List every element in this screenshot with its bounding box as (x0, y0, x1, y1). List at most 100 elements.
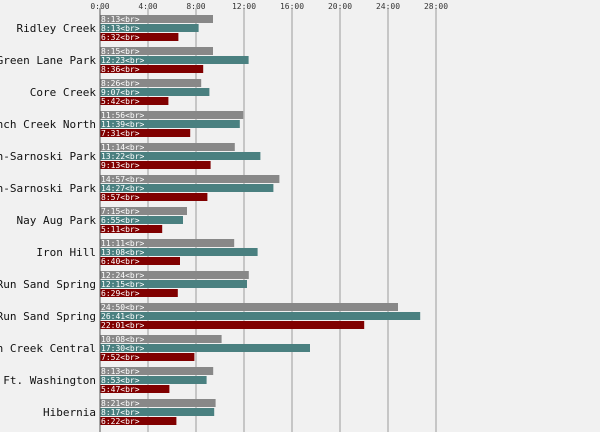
bar (100, 367, 214, 375)
x-tick-label: 16:00 (280, 2, 304, 11)
bar (100, 239, 235, 247)
bar (100, 417, 177, 425)
x-tick-label: 8:00 (186, 2, 205, 11)
bar (100, 88, 210, 96)
x-tick-label: 24:00 (376, 2, 400, 11)
bar (100, 97, 169, 105)
bar-value-label: 8:13<br> (101, 15, 140, 24)
bar (100, 408, 215, 416)
bar (100, 129, 191, 137)
bar-value-label: 14:57<br> (101, 175, 145, 184)
bar (100, 385, 170, 393)
bar-value-label: 5:47<br> (101, 385, 140, 394)
bar-value-label: 6:55<br> (101, 216, 140, 225)
bar (100, 335, 222, 343)
bar (100, 175, 280, 183)
category-label: French Creek Central (0, 342, 96, 355)
bar (100, 15, 213, 23)
bar (100, 193, 208, 201)
bar-value-label: 14:27<br> (101, 184, 145, 193)
bar (100, 303, 398, 311)
bar (100, 184, 274, 192)
x-tick-label: 28:00 (424, 2, 448, 11)
bar-value-label: 6:29<br> (101, 289, 140, 298)
bar (100, 33, 179, 41)
bar (100, 79, 202, 87)
category-label: Green Lane Park (0, 54, 96, 67)
bar-value-label: 8:26<br> (101, 79, 140, 88)
category-label: Ridley Creek (17, 22, 97, 35)
bar (100, 225, 163, 233)
bar-value-label: 8:53<br> (101, 376, 140, 385)
category-labels: Ridley Creek Green Lane Park Core Creek Fre… (0, 22, 96, 419)
bar (100, 271, 249, 279)
category-label: Run Sand Spring (0, 278, 96, 291)
bar-value-label: 11:14<br> (101, 143, 145, 152)
bar-value-label: 12:24<br> (101, 271, 145, 280)
bars: 8:13<br>8:13<br>6:32<br>8:15<br>12:23<br… (100, 15, 421, 426)
bar-value-label: 26:41<br> (101, 312, 145, 321)
bar-value-label: 7:31<br> (101, 129, 140, 138)
bar-value-label: 13:08<br> (101, 248, 145, 257)
bar-value-label: 11:39<br> (101, 120, 145, 129)
bar (100, 207, 187, 215)
bar-value-label: 12:23<br> (101, 56, 145, 65)
x-tick-label: 12:00 (232, 2, 256, 11)
bar-value-label: 8:21<br> (101, 399, 140, 408)
bar (100, 56, 249, 64)
bar (100, 216, 183, 224)
bar-value-label: 13:22<br> (101, 152, 145, 161)
bar-value-label: 9:13<br> (101, 161, 140, 170)
bar-value-label: 7:52<br> (101, 353, 140, 362)
bar-value-label: 6:22<br> (101, 417, 140, 426)
category-label: Core Creek (30, 86, 97, 99)
category-label: Iron Hill (36, 246, 96, 259)
bar (100, 248, 258, 256)
bar (100, 344, 310, 352)
bar (100, 152, 261, 160)
bar-value-label: 5:42<br> (101, 97, 140, 106)
bar-value-label: 5:11<br> (101, 225, 140, 234)
bar (100, 353, 195, 361)
grid-lines (99, 8, 437, 432)
bar-value-label: 22:01<br> (101, 321, 145, 330)
bar-value-label: 24:50<br> (101, 303, 145, 312)
x-tick-label: 20:00 (328, 2, 352, 11)
bar (100, 321, 365, 329)
bar-value-label: 8:57<br> (101, 193, 140, 202)
bar (100, 280, 247, 288)
category-label: Ft. Washington (3, 374, 96, 387)
bar (100, 65, 204, 73)
bar-value-label: 6:40<br> (101, 257, 140, 266)
bar (100, 257, 180, 265)
bar-value-label: 8:13<br> (101, 367, 140, 376)
x-tick-label: 0:00 (90, 2, 109, 11)
category-label: Nockamixon-Sarnoski Park (0, 182, 96, 195)
bar-value-label: 7:15<br> (101, 207, 140, 216)
bar-value-label: 6:32<br> (101, 33, 140, 42)
bar-value-label: 8:15<br> (101, 47, 140, 56)
x-tick-label: 4:00 (138, 2, 157, 11)
bar-value-label: 8:13<br> (101, 24, 140, 33)
bar (100, 24, 199, 32)
bar (100, 376, 207, 384)
category-label: Run Sand Spring (0, 310, 96, 323)
bar-value-label: 11:11<br> (101, 239, 145, 248)
bar (100, 312, 421, 320)
bar (100, 120, 240, 128)
category-label: Nay Aug Park (17, 214, 97, 227)
bar-value-label: 8:36<br> (101, 65, 140, 74)
bar (100, 47, 213, 55)
x-tick-labels: 0:00 4:00 8:00 12:00 16:00 20:00 24:00 28:00 (90, 2, 448, 11)
bar-value-label: 10:08<br> (101, 335, 145, 344)
bar-value-label: 17:30<br> (101, 344, 145, 353)
category-label: Hibernia (43, 406, 96, 419)
category-label: French Creek North (0, 118, 96, 131)
bar (100, 161, 211, 169)
bar-value-label: 9:07<br> (101, 88, 140, 97)
bar (100, 111, 244, 119)
bar (100, 289, 178, 297)
bar (100, 143, 235, 151)
bar (100, 399, 216, 407)
